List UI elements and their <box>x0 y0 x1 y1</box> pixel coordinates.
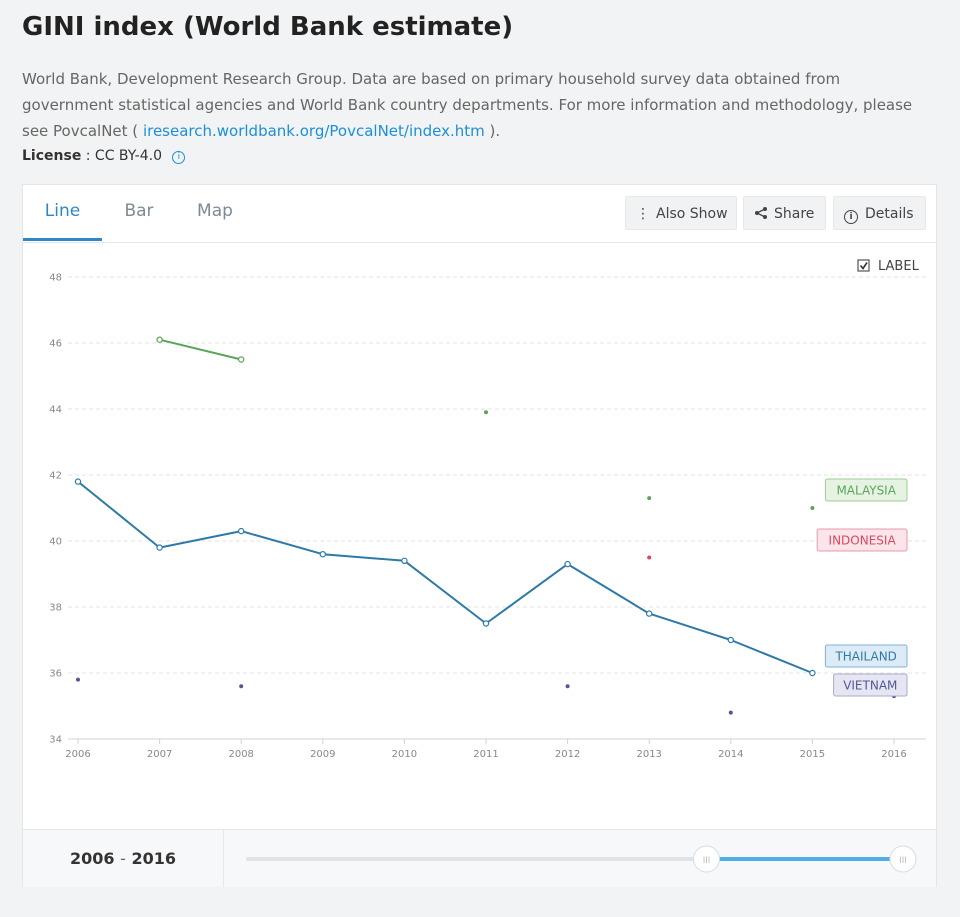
description-text: World Bank, Development Research Group. … <box>22 70 913 140</box>
checkmark-icon <box>859 262 868 270</box>
y-tick-label: 44 <box>49 405 62 416</box>
series-label-box-indonesia <box>816 528 908 552</box>
more-vertical-icon: ⋮ <box>636 206 650 222</box>
data-point-thailand[interactable] <box>646 610 653 617</box>
x-tick-label: 2006 <box>65 749 90 760</box>
tab-line[interactable]: Line <box>23 185 102 241</box>
data-point-thailand[interactable] <box>237 527 245 535</box>
series-line-thailand <box>77 480 813 674</box>
data-point-vietnam[interactable] <box>565 684 570 689</box>
series-label-box-malaysia <box>824 478 908 502</box>
data-point-malaysia[interactable] <box>810 506 815 510</box>
data-point-malaysia[interactable] <box>647 496 652 501</box>
data-point-thailand[interactable] <box>74 478 82 485</box>
data-point-thailand[interactable] <box>809 669 816 677</box>
info-icon[interactable]: i <box>172 151 186 164</box>
data-point-malaysia[interactable] <box>237 356 245 363</box>
range-label: 2006 - 2016 <box>23 830 224 887</box>
data-point-thailand[interactable] <box>482 620 490 627</box>
share-button[interactable]: Share <box>743 196 826 230</box>
y-tick-label: 46 <box>49 339 62 350</box>
data-point-vietnam[interactable] <box>728 710 733 715</box>
range-slider[interactable]: III III <box>223 830 936 887</box>
x-tick-label: 2014 <box>718 749 743 760</box>
x-tick-label: 2010 <box>392 749 417 760</box>
y-tick-label: 40 <box>49 537 62 548</box>
x-tick-label: 2013 <box>636 749 661 760</box>
series-label-vietnam: VIETNAM <box>843 679 897 693</box>
slider-handle-start[interactable]: III <box>693 845 720 873</box>
data-point-malaysia[interactable] <box>156 336 163 343</box>
data-point-vietnam[interactable] <box>76 677 80 682</box>
data-point-thailand[interactable] <box>319 551 326 558</box>
series-label-thailand: THAILAND <box>834 650 897 664</box>
series-label-indonesia: INDONESIA <box>829 534 897 548</box>
license-label: License <box>22 148 82 164</box>
svg-text:III: III <box>899 855 907 865</box>
share-label: Share <box>774 206 815 222</box>
series-label-malaysia: MALAYSIA <box>836 484 896 498</box>
tab-map[interactable]: Map <box>197 201 233 221</box>
y-tick-label: 36 <box>49 669 62 680</box>
range-separator: - <box>120 849 126 868</box>
chart-panel: Line Bar Map ⋮ Also Show Share i Details 3… <box>22 184 937 887</box>
data-point-vietnam[interactable] <box>239 684 244 689</box>
license: License : CC BY-4.0 i <box>22 148 186 164</box>
series-label-box-thailand <box>824 644 908 668</box>
x-tick-label: 2007 <box>147 749 172 760</box>
range-start: 2006 <box>70 849 115 868</box>
data-point-thailand[interactable] <box>564 560 571 568</box>
y-tick-label: 48 <box>49 273 62 284</box>
svg-text:III: III <box>703 855 711 865</box>
details-info-icon: i <box>844 210 858 224</box>
share-icon <box>754 197 768 231</box>
description: World Bank, Development Research Group. … <box>22 66 922 144</box>
y-tick-label: 38 <box>49 603 62 614</box>
series-label-box-vietnam <box>833 673 908 697</box>
tab-bar-chart[interactable]: Bar <box>124 201 154 221</box>
details-label: Details <box>865 206 914 222</box>
page-title: GINI index (World Bank estimate) <box>22 12 514 42</box>
x-tick-label: 2011 <box>473 749 498 760</box>
y-tick-label: 42 <box>49 471 62 482</box>
range-end: 2016 <box>131 849 176 868</box>
line-chart: 34 36 38 40 42 44 46 48 2006 2007 2008 2009 2010 2011… <box>49 259 926 760</box>
range-footer: 2006 - 2016 III III <box>23 829 936 887</box>
also-show-button[interactable]: ⋮ Also Show <box>625 196 737 230</box>
x-tick-label: 2012 <box>555 749 580 760</box>
povcalnet-link[interactable]: iresearch.worldbank.org/PovcalNet/index.… <box>142 122 485 140</box>
data-point-thailand[interactable] <box>156 544 163 551</box>
x-tick-label: 2016 <box>881 749 906 760</box>
description-end: ). <box>484 122 501 140</box>
x-tick-label: 2015 <box>800 749 825 760</box>
x-tick-label: 2008 <box>228 749 253 760</box>
license-value: : CC BY-4.0 <box>85 148 162 164</box>
y-tick-label: 34 <box>49 735 62 746</box>
label-checkbox[interactable] <box>857 259 870 272</box>
label-toggle-text[interactable]: LABEL <box>878 259 920 274</box>
data-point-thailand[interactable] <box>401 557 408 564</box>
data-point-malaysia[interactable] <box>484 410 488 415</box>
tab-bar: Line Bar Map ⋮ Also Show Share i Details <box>23 185 936 243</box>
also-show-label: Also Show <box>656 206 728 222</box>
data-point-indonesia[interactable] <box>647 555 652 560</box>
series-line-malaysia <box>159 338 242 361</box>
data-point-thailand[interactable] <box>727 636 735 644</box>
details-button[interactable]: i Details <box>833 196 926 230</box>
slider-handle-end[interactable]: III <box>889 845 917 873</box>
x-tick-label: 2009 <box>310 749 335 760</box>
